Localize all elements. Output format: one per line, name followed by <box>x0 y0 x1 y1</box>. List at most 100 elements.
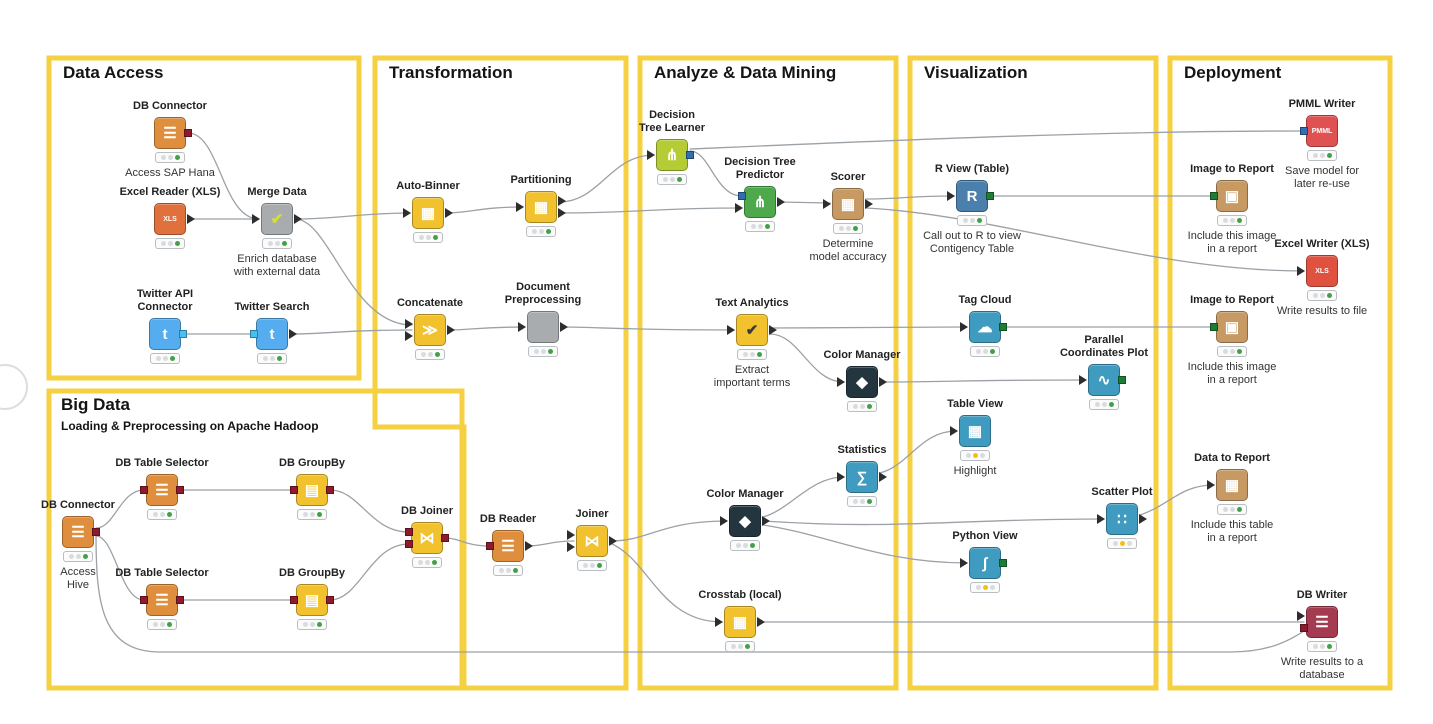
data-input-port[interactable] <box>1097 514 1105 524</box>
node-decision-tree-learner[interactable]: Decision Tree Learner ⋔ <box>606 109 738 185</box>
node-color-manager-1[interactable]: Color Manager ◆ <box>796 349 928 412</box>
data-input-port[interactable] <box>715 617 723 627</box>
node-db-joiner[interactable]: DB Joiner ⋈ <box>361 505 493 568</box>
data-input-port[interactable] <box>405 319 413 330</box>
db-input-port[interactable] <box>140 596 148 604</box>
data-output-port[interactable] <box>525 541 533 551</box>
node-crosstab[interactable]: Crosstab (local) ▦ <box>674 589 806 652</box>
model-output-port[interactable] <box>686 151 694 159</box>
node-image-to-report-2[interactable]: Image to Report ▣ Include this image in … <box>1187 294 1277 386</box>
data-input-port[interactable] <box>720 516 728 526</box>
node-joiner[interactable]: Joiner ⋈ <box>526 508 658 571</box>
node-db-writer[interactable]: DB Writer ☰ Write results to a database <box>1280 589 1364 681</box>
node-data-to-report[interactable]: Data to Report ▦ Include this table in a… <box>1190 452 1274 544</box>
image-output-port[interactable] <box>999 323 1007 331</box>
node-db-reader[interactable]: DB Reader ☰ <box>442 513 574 576</box>
node-image-to-report-1[interactable]: Image to Report ▣ Include this image in … <box>1187 163 1277 255</box>
node-document-preprocessing[interactable]: Document Preprocessing <box>477 281 609 357</box>
data-input-port[interactable] <box>405 330 413 341</box>
data-output-port[interactable] <box>865 199 873 209</box>
data-output-port[interactable] <box>879 377 887 387</box>
data-output-port[interactable] <box>879 472 887 482</box>
image-output-port[interactable] <box>999 559 1007 567</box>
db-input-port[interactable] <box>140 486 148 494</box>
node-db-groupby-2[interactable]: DB GroupBy ▤ <box>246 567 378 630</box>
data-input-port[interactable] <box>823 199 831 209</box>
node-pmml-writer[interactable]: PMML Writer PMML Save model for later re… <box>1285 98 1359 190</box>
data-input-port[interactable] <box>567 530 575 541</box>
node-table-view[interactable]: Table View ▦ Highlight <box>947 398 1003 477</box>
data-input-port[interactable] <box>960 558 968 568</box>
db-input-port[interactable] <box>405 539 413 548</box>
node-scatter-plot[interactable]: Scatter Plot ∷ <box>1056 486 1188 549</box>
db-input-port[interactable] <box>486 542 494 550</box>
db-output-port[interactable] <box>326 486 334 494</box>
node-db-connector-sap[interactable]: DB Connector ☰ Access SAP Hana <box>125 100 215 179</box>
node-r-view[interactable]: R View (Table) R Call out to R to view C… <box>923 163 1021 255</box>
data-output-port[interactable] <box>294 214 302 224</box>
data-input-port[interactable] <box>1079 375 1087 385</box>
image-input-port[interactable] <box>1210 323 1218 331</box>
data-input-port[interactable] <box>1297 266 1305 276</box>
data-output-port[interactable] <box>560 322 568 332</box>
node-db-groupby-1[interactable]: DB GroupBy ▤ <box>246 457 378 520</box>
data-output-port[interactable] <box>289 329 297 339</box>
data-output-port[interactable] <box>187 214 195 224</box>
data-input-port[interactable] <box>837 472 845 482</box>
data-input-port[interactable] <box>727 325 735 335</box>
node-excel-reader[interactable]: Excel Reader (XLS) XLS <box>104 186 236 249</box>
data-input-port[interactable] <box>947 191 955 201</box>
data-output-port[interactable] <box>609 536 617 546</box>
node-scorer[interactable]: Scorer ▦ Determine model accuracy <box>809 171 887 263</box>
data-input-port[interactable] <box>403 208 411 218</box>
node-twitter-search[interactable]: Twitter Search t <box>206 301 338 364</box>
node-twitter-api-connector[interactable]: Twitter API Connector t <box>99 288 231 364</box>
data-input-port[interactable] <box>567 541 575 552</box>
data-output-port[interactable] <box>762 516 770 526</box>
node-python-view[interactable]: Python View ∫ <box>919 530 1051 593</box>
data-input-port[interactable] <box>960 322 968 332</box>
data-input-port[interactable] <box>518 322 526 332</box>
data-input-port[interactable] <box>252 214 260 224</box>
node-merge-data[interactable]: Merge Data ✔ Enrich database with extern… <box>233 186 321 278</box>
data-input-port[interactable] <box>1297 611 1305 622</box>
data-output-port[interactable] <box>777 197 785 207</box>
data-output-port[interactable] <box>445 208 453 218</box>
model-input-port[interactable] <box>738 192 746 201</box>
node-tag-cloud[interactable]: Tag Cloud ☁ <box>919 294 1051 357</box>
twitter-input-port[interactable] <box>250 330 258 338</box>
db-input-port[interactable] <box>290 596 298 604</box>
data-input-port[interactable] <box>950 426 958 436</box>
data-input-port[interactable] <box>837 377 845 387</box>
image-output-port[interactable] <box>986 192 994 200</box>
db-input-port[interactable] <box>405 528 413 537</box>
db-output-port[interactable] <box>441 534 449 542</box>
db-input-port[interactable] <box>1300 623 1308 632</box>
data-output-port[interactable] <box>558 207 566 218</box>
node-decision-tree-predictor[interactable]: Decision Tree Predictor ⋔ <box>694 156 826 232</box>
data-output-port[interactable] <box>769 325 777 335</box>
node-statistics[interactable]: Statistics ∑ <box>796 444 928 507</box>
node-parallel-coordinates-plot[interactable]: Parallel Coordinates Plot ∿ <box>1038 334 1170 410</box>
data-output-port[interactable] <box>1139 514 1147 524</box>
data-input-port[interactable] <box>516 202 524 212</box>
node-auto-binner[interactable]: Auto-Binner ▦ <box>362 180 494 243</box>
db-output-port[interactable] <box>176 486 184 494</box>
node-excel-writer[interactable]: Excel Writer (XLS) XLS Write results to … <box>1274 238 1370 317</box>
data-output-port[interactable] <box>757 617 765 627</box>
data-input-port[interactable] <box>1207 480 1215 490</box>
node-concatenate[interactable]: Concatenate ≫ <box>364 297 496 360</box>
image-output-port[interactable] <box>1118 376 1126 384</box>
db-output-port[interactable] <box>176 596 184 604</box>
db-output-port[interactable] <box>92 528 100 536</box>
node-partitioning[interactable]: Partitioning ▦ <box>475 174 607 237</box>
data-input-port[interactable] <box>647 150 655 160</box>
db-output-port[interactable] <box>184 129 192 137</box>
node-db-table-selector-2[interactable]: DB Table Selector ☰ <box>96 567 228 630</box>
node-db-table-selector-1[interactable]: DB Table Selector ☰ <box>96 457 228 520</box>
db-input-port[interactable] <box>290 486 298 494</box>
data-output-port[interactable] <box>558 196 566 207</box>
node-color-manager-2[interactable]: Color Manager ◆ <box>679 488 811 551</box>
db-output-port[interactable] <box>326 596 334 604</box>
